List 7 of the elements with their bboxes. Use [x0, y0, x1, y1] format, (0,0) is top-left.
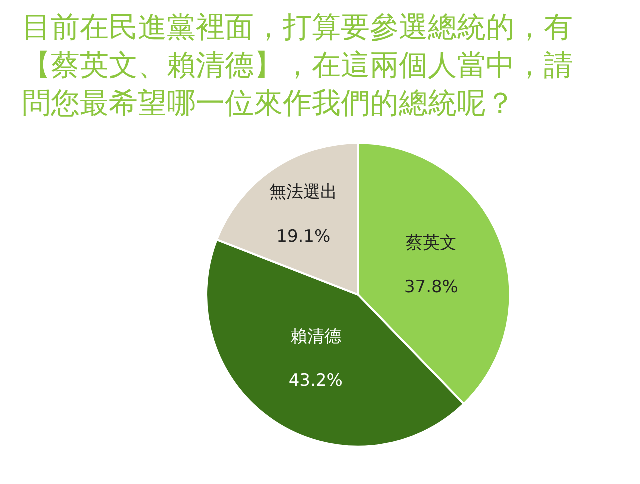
data-label: 43.2% [288, 371, 343, 392]
chart-title: 目前在民進黨裡面，打算要參選總統的，有【蔡英文、賴清德】，在這兩個人當中，請問您最希望哪一位來作我們的總統呢？ [22, 9, 574, 122]
data-label: 19.1% [276, 226, 331, 247]
slice-label: 無法選出 [270, 182, 338, 203]
data-label: 37.8% [404, 278, 458, 298]
slice-label: 蔡英文 [406, 233, 457, 254]
slice-label: 賴清德 [290, 326, 342, 347]
